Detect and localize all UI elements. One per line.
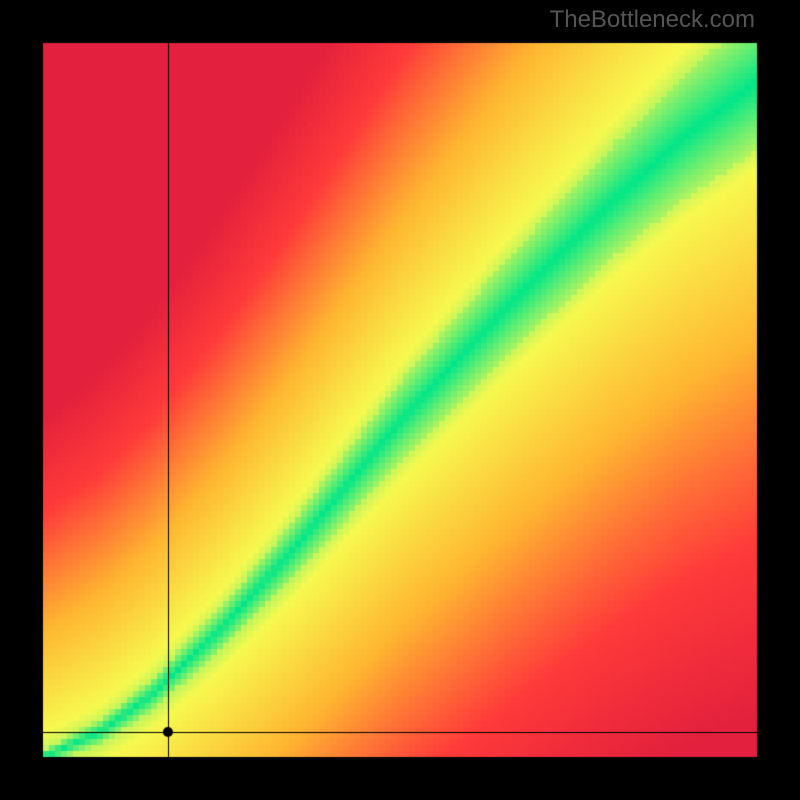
heatmap-canvas	[0, 0, 800, 800]
chart-container: TheBottleneck.com	[0, 0, 800, 800]
watermark-text: TheBottleneck.com	[550, 6, 755, 34]
